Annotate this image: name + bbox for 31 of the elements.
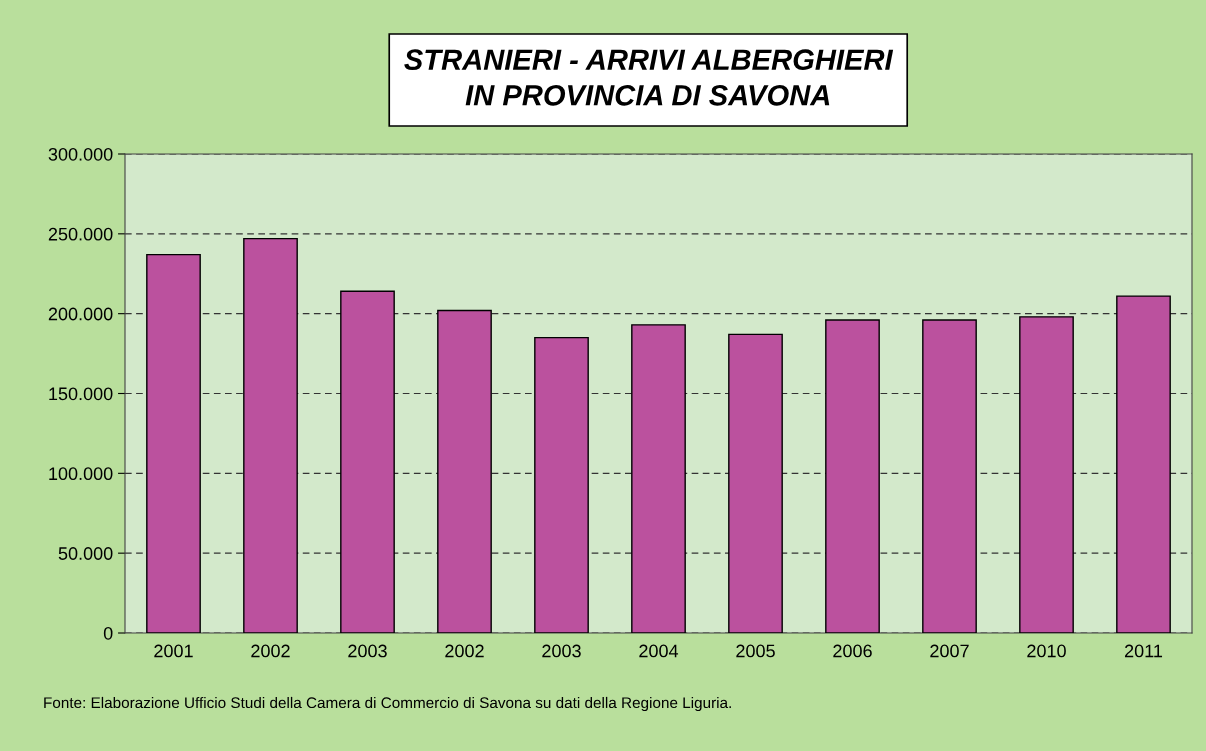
bar bbox=[922, 319, 977, 633]
x-tick-label: 2002 bbox=[445, 644, 484, 658]
x-tick-label: 2003 bbox=[348, 644, 387, 658]
y-tick-label: 150.000 bbox=[49, 387, 113, 401]
bar bbox=[1019, 316, 1074, 633]
x-tick-label: 2007 bbox=[930, 644, 969, 658]
bar bbox=[728, 333, 783, 633]
x-tick-label: 2004 bbox=[639, 644, 679, 658]
bar bbox=[146, 253, 201, 633]
chart-title: STRANIERI - ARRIVI ALBERGHIERI IN PROVINCIA DI SAVONA bbox=[404, 49, 894, 106]
bar bbox=[631, 324, 686, 633]
x-tick-label: 2003 bbox=[542, 644, 581, 658]
x-tick-label: 2010 bbox=[1027, 644, 1066, 658]
bar bbox=[534, 336, 589, 633]
x-tick-label: 2011 bbox=[1124, 644, 1163, 658]
y-tick-label: 50.000 bbox=[58, 547, 113, 560]
bar bbox=[825, 319, 880, 633]
bar bbox=[340, 290, 395, 633]
y-tick-label: 100.000 bbox=[49, 467, 113, 481]
x-tick-label: 2001 bbox=[154, 644, 193, 658]
bar bbox=[437, 309, 492, 633]
y-tick-label: 300.000 bbox=[48, 147, 113, 161]
bar bbox=[243, 237, 298, 633]
x-tick-label: 2005 bbox=[736, 644, 775, 658]
source-note: Fonte: Elaborazione Ufficio Studi della Camera di Commercio di Savona su dati della Regione Liguria. bbox=[44, 696, 731, 712]
y-tick-label: 200.000 bbox=[48, 307, 113, 321]
bar bbox=[1116, 295, 1171, 633]
x-tick-label: 2002 bbox=[251, 644, 290, 658]
y-tick-label: 0 bbox=[103, 626, 113, 640]
y-tick-label: 250.000 bbox=[48, 227, 113, 241]
x-tick-label: 2006 bbox=[833, 644, 872, 658]
